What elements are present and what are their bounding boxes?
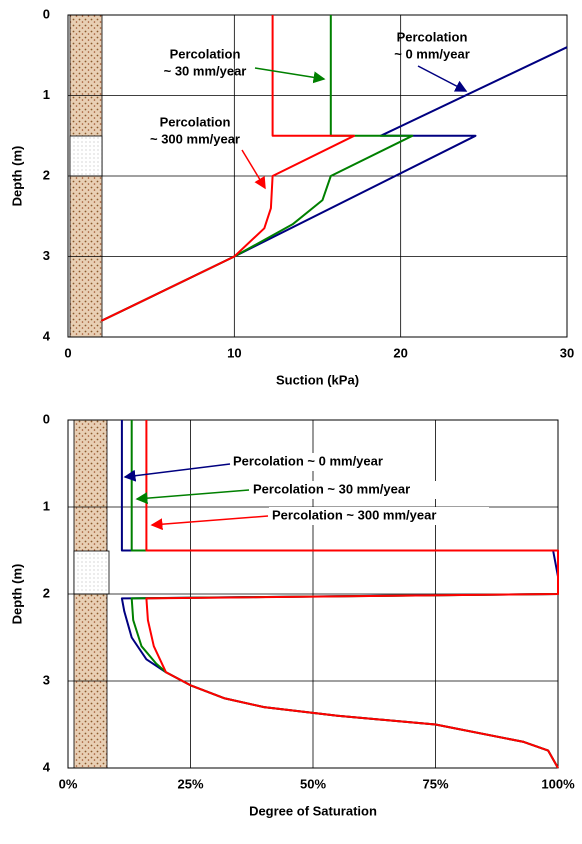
x-tick-label: 20 xyxy=(393,345,407,360)
arrow xyxy=(150,515,269,531)
arrow xyxy=(417,65,468,92)
series-line xyxy=(100,15,414,322)
series-line xyxy=(145,420,559,769)
legend-label: Percolation ~ 300 mm/year xyxy=(272,507,436,522)
soil-column xyxy=(69,14,110,769)
x-axis-label: Suction (kPa) xyxy=(276,372,359,387)
arrow xyxy=(241,149,266,190)
arrow xyxy=(254,67,326,84)
label-bg xyxy=(250,481,460,499)
x-tick-label: 30 xyxy=(560,345,574,360)
annotation: Percolation xyxy=(170,46,241,61)
x-axis-label: Degree of Saturation xyxy=(249,803,377,818)
annotation: ~ 0 mm/year xyxy=(394,46,470,61)
legend-label: Percolation ~ 0 mm/year xyxy=(233,453,383,468)
y-tick-label: 3 xyxy=(43,672,50,687)
legend-label: Percolation ~ 30 mm/year xyxy=(253,481,410,496)
x-tick-label: 0 xyxy=(64,345,71,360)
y-tick-label: 1 xyxy=(43,87,50,102)
y-axis-label: Depth (m) xyxy=(9,146,24,207)
label-bg xyxy=(269,507,489,525)
x-tick-label: 25% xyxy=(177,776,203,791)
y-tick-label: 0 xyxy=(43,411,50,426)
label-bg xyxy=(230,453,400,471)
y-tick-label: 1 xyxy=(43,498,50,513)
annotation: Percolation xyxy=(397,29,468,44)
y-tick-label: 2 xyxy=(43,585,50,600)
series-line xyxy=(100,46,568,322)
arrow xyxy=(123,463,231,482)
y-tick-label: 3 xyxy=(43,248,50,263)
y-tick-label: 4 xyxy=(43,328,51,343)
x-tick-label: 10 xyxy=(227,345,241,360)
annotation: Percolation xyxy=(160,114,231,129)
x-tick-label: 75% xyxy=(422,776,448,791)
x-tick-label: 100% xyxy=(541,776,575,791)
series-line xyxy=(100,15,356,322)
y-tick-label: 0 xyxy=(43,6,50,21)
annotation: ~ 300 mm/year xyxy=(150,131,240,146)
y-tick-label: 4 xyxy=(43,759,51,774)
arrow xyxy=(135,489,250,505)
x-tick-label: 0% xyxy=(59,776,78,791)
y-tick-label: 2 xyxy=(43,167,50,182)
annotation: ~ 30 mm/year xyxy=(164,63,247,78)
x-tick-label: 50% xyxy=(300,776,326,791)
y-axis-label: Depth (m) xyxy=(9,564,24,625)
